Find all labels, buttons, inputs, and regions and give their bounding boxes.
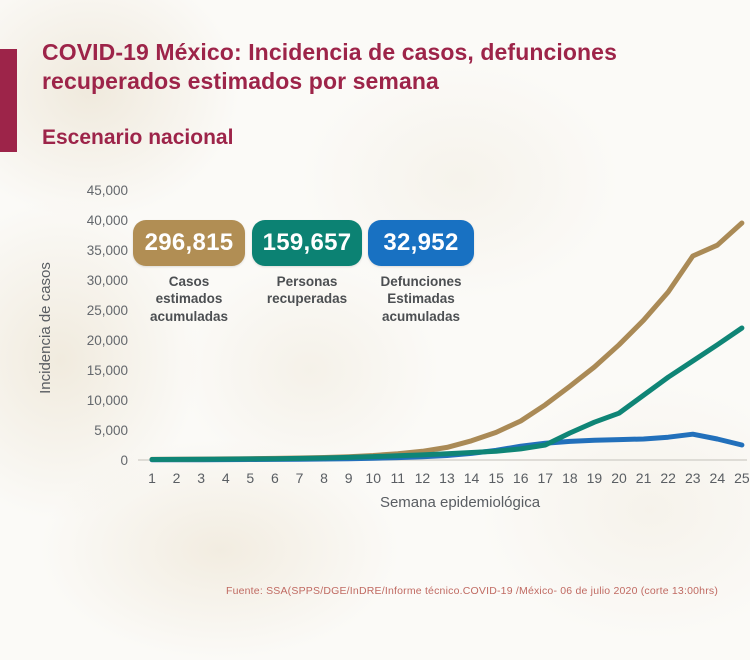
chart-text: 20 xyxy=(611,470,627,486)
chart-text: 7 xyxy=(296,470,304,486)
chart-text: 30,000 xyxy=(87,273,128,288)
chart-text: 11 xyxy=(391,470,406,486)
chart-text: 2 xyxy=(173,470,181,486)
page-subtitle: Escenario nacional xyxy=(42,126,234,149)
chart-text: 9 xyxy=(345,470,353,486)
chart-text: 15,000 xyxy=(87,363,128,378)
chart-text: 18 xyxy=(562,470,578,486)
chart-text: 10,000 xyxy=(87,393,128,408)
stat-personas-recuperadas: 159,657 Personas recuperadas xyxy=(252,220,362,308)
chart-text: 45,000 xyxy=(87,183,128,198)
stat-casos-estimados: 296,815 Casos estimados acumuladas xyxy=(133,220,245,325)
chart-text: 6 xyxy=(271,470,279,486)
chart-text: 23 xyxy=(685,470,701,486)
chart-text: 16 xyxy=(513,470,529,486)
chart-text: 20,000 xyxy=(87,333,128,348)
chart-text: 10 xyxy=(365,470,381,486)
chart-text: 25,000 xyxy=(87,303,128,318)
stat-recuperadas-value-badge: 159,657 xyxy=(252,220,362,266)
chart-text: 14 xyxy=(464,470,480,486)
chart-text: 3 xyxy=(197,470,205,486)
page-title: COVID-19 México: Incidencia de casos, de… xyxy=(42,39,617,94)
line-chart: 0 5,000 10,000 15,000 20,000 25,000 30,000 35,0… xyxy=(37,183,750,511)
source-attribution: Fuente: SSA(SPPS/DGE/InDRE/Informe técni… xyxy=(225,585,719,597)
chart-text: 35,000 xyxy=(87,243,128,258)
chart-text: 1 xyxy=(148,470,156,486)
chart-text: 17 xyxy=(537,470,553,486)
chart-text: 5,000 xyxy=(94,423,128,438)
chart-text: Incidencia de casos xyxy=(37,262,54,394)
series-line-0 xyxy=(149,220,745,462)
chart-text: 22 xyxy=(660,470,676,486)
chart-text: 21 xyxy=(636,470,652,486)
stat-defunciones-value-badge: 32,952 xyxy=(368,220,474,266)
chart-text: 13 xyxy=(439,470,455,486)
chart-text: 0 xyxy=(120,453,128,468)
stat-casos-value-badge: 296,815 xyxy=(133,220,245,266)
chart-text: 8 xyxy=(320,470,328,486)
chart-text: 15 xyxy=(488,470,504,486)
chart-text: 25 xyxy=(734,470,750,486)
accent-bar xyxy=(0,49,17,152)
stat-recuperadas-label: Personas recuperadas xyxy=(266,274,348,307)
chart-text: 24 xyxy=(710,470,726,486)
chart-text: 5 xyxy=(246,470,254,486)
chart-text: Semana epidemiológica xyxy=(380,494,541,511)
chart-text: 12 xyxy=(415,470,431,486)
chart-text: 40,000 xyxy=(87,213,128,228)
chart-text: 19 xyxy=(587,470,603,486)
chart-text: 4 xyxy=(222,470,230,486)
stat-casos-label: Casos estimados acumuladas xyxy=(149,274,229,324)
stat-defunciones-estimadas: 32,952 Defunciones Estimadas acumuladas xyxy=(368,220,474,325)
series-line-1 xyxy=(149,325,745,462)
stat-defunciones-label: Defunciones Estimadas acumuladas xyxy=(380,274,462,324)
